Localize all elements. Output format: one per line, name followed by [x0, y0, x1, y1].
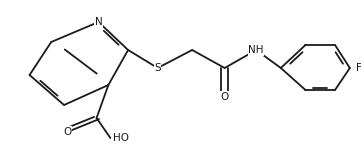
Text: HO: HO — [113, 133, 129, 143]
Text: S: S — [155, 63, 161, 73]
Text: O: O — [221, 92, 229, 102]
Text: N: N — [95, 17, 103, 27]
Text: O: O — [63, 126, 71, 136]
Text: F: F — [356, 63, 361, 73]
Text: NH: NH — [248, 45, 264, 55]
